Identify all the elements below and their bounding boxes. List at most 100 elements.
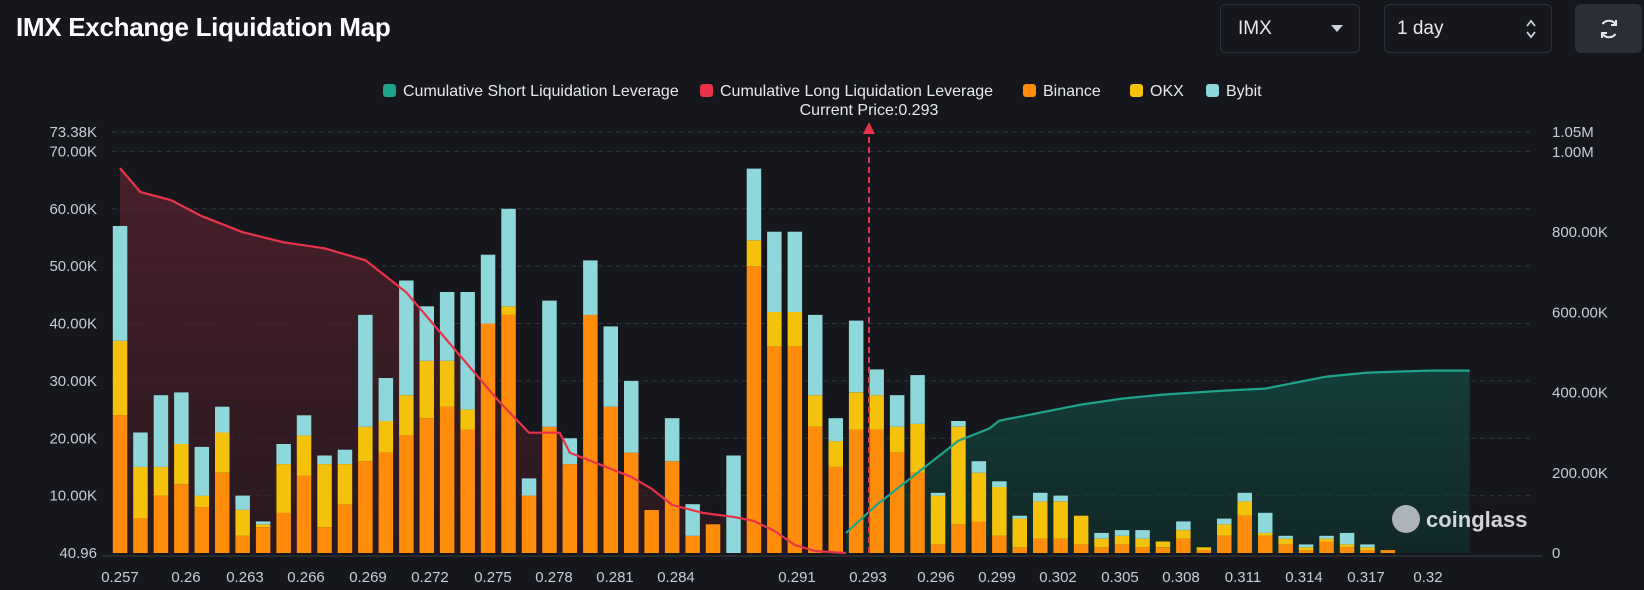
bar-bybit (194, 446, 210, 496)
bar-stack[interactable] (235, 495, 250, 553)
bar-stack[interactable] (889, 395, 905, 553)
period-select[interactable]: 1 day (1384, 4, 1552, 53)
bar-stack[interactable] (1053, 495, 1068, 553)
x-tick-label: 0.275 (474, 569, 512, 586)
bar-stack[interactable] (1217, 518, 1232, 553)
bar-binance (112, 415, 128, 553)
bar-stack[interactable] (501, 208, 516, 553)
bar-stack[interactable] (1339, 532, 1355, 553)
period-value: 1 day (1397, 17, 1444, 39)
legend-item[interactable]: Cumulative Long Liquidation Leverage (700, 83, 993, 100)
bar-binance (174, 484, 189, 553)
bar-stack[interactable] (951, 421, 966, 553)
bar-stack[interactable] (1135, 530, 1150, 553)
legend-swatch (1206, 84, 1219, 97)
bar-bybit (1033, 492, 1048, 502)
bar-stack[interactable] (460, 292, 475, 553)
bar-stack[interactable] (992, 481, 1007, 553)
bar-stack[interactable] (378, 378, 394, 553)
watermark-text: coinglass (1426, 507, 1527, 532)
bar-okx (1258, 532, 1273, 536)
bar-stack[interactable] (624, 380, 639, 553)
legend-item[interactable]: OKX (1130, 83, 1184, 100)
bar-stack[interactable] (971, 461, 987, 553)
bar-stack[interactable] (1155, 541, 1171, 554)
bar-binance (624, 452, 639, 553)
bar-stack[interactable] (1278, 535, 1293, 553)
bar-okx (767, 312, 782, 347)
bar-okx (1155, 541, 1171, 548)
bar-stack[interactable] (480, 254, 496, 553)
bar-okx (1033, 501, 1048, 539)
bar-okx (439, 360, 455, 407)
bar-stack[interactable] (133, 432, 148, 554)
bar-stack[interactable] (583, 260, 598, 553)
bar-binance (1053, 538, 1068, 553)
bar-bybit (1258, 512, 1273, 533)
y-right-tick-label: 1.00M (1552, 144, 1594, 161)
bar-stack[interactable] (603, 326, 619, 553)
bar-stack[interactable] (767, 231, 782, 553)
symbol-select[interactable]: IMX (1220, 4, 1360, 53)
bar-bybit (215, 406, 230, 433)
bar-stack[interactable] (542, 300, 557, 553)
bar-stack[interactable] (1319, 535, 1334, 553)
bar-binance (1298, 550, 1314, 553)
bar-binance (1319, 541, 1334, 553)
bar-stack[interactable] (1094, 532, 1109, 553)
bar-stack[interactable] (296, 415, 312, 553)
bar-bybit (603, 326, 618, 407)
bar-bybit (439, 292, 455, 361)
bar-stack[interactable] (194, 446, 210, 553)
bar-stack[interactable] (276, 444, 291, 553)
bar-stack[interactable] (1073, 515, 1089, 553)
bar-bybit (767, 231, 782, 312)
bar-stack[interactable] (439, 292, 455, 553)
bar-stack[interactable] (337, 449, 353, 553)
bar-stack[interactable] (174, 392, 189, 553)
bar-stack[interactable] (1237, 492, 1253, 553)
bar-stack[interactable] (930, 492, 946, 553)
bar-stack[interactable] (910, 375, 925, 553)
bar-stack[interactable] (419, 306, 435, 553)
bar-stack[interactable] (705, 524, 721, 553)
bar-stack[interactable] (521, 478, 537, 553)
bar-stack[interactable] (317, 455, 332, 554)
bar-stack[interactable] (399, 280, 414, 554)
bar-stack[interactable] (664, 418, 680, 553)
bar-stack[interactable] (255, 521, 271, 553)
legend-item[interactable]: Cumulative Short Liquidation Leverage (383, 83, 679, 100)
y-left-tick-label: 40.96 (59, 545, 97, 562)
x-tick-label: 0.293 (849, 569, 887, 586)
bar-bybit (460, 292, 475, 410)
bar-stack[interactable] (808, 314, 823, 553)
bar-stack[interactable] (787, 231, 803, 553)
bar-bybit (358, 314, 373, 427)
bar-stack[interactable] (112, 226, 128, 553)
bar-stack[interactable] (746, 168, 762, 553)
bar-stack[interactable] (828, 418, 844, 553)
bar-stack[interactable] (215, 406, 230, 553)
bar-stack[interactable] (153, 395, 169, 553)
bar-stack[interactable] (1196, 547, 1212, 553)
bar-stack[interactable] (644, 510, 659, 553)
bar-stack[interactable] (1114, 530, 1130, 553)
bar-stack[interactable] (726, 455, 741, 554)
bar-stack[interactable] (1298, 544, 1314, 553)
bar-bybit (337, 449, 353, 464)
legend-item[interactable]: Bybit (1206, 83, 1262, 100)
bar-stack[interactable] (358, 314, 373, 553)
legend-item[interactable]: Binance (1023, 83, 1101, 100)
bar-stack[interactable] (1033, 492, 1048, 553)
bar-stack[interactable] (848, 320, 864, 553)
current-price-arrow-icon (863, 122, 875, 134)
bar-okx (174, 444, 189, 485)
bar-stack[interactable] (1380, 550, 1396, 553)
bar-stack[interactable] (1176, 521, 1191, 553)
bar-stack[interactable] (1360, 544, 1375, 553)
refresh-button[interactable] (1575, 4, 1642, 53)
bar-stack[interactable] (1258, 512, 1273, 553)
y-left-tick-label: 30.00K (49, 373, 97, 390)
bar-stack[interactable] (1012, 515, 1028, 553)
bar-stack[interactable] (869, 369, 884, 553)
